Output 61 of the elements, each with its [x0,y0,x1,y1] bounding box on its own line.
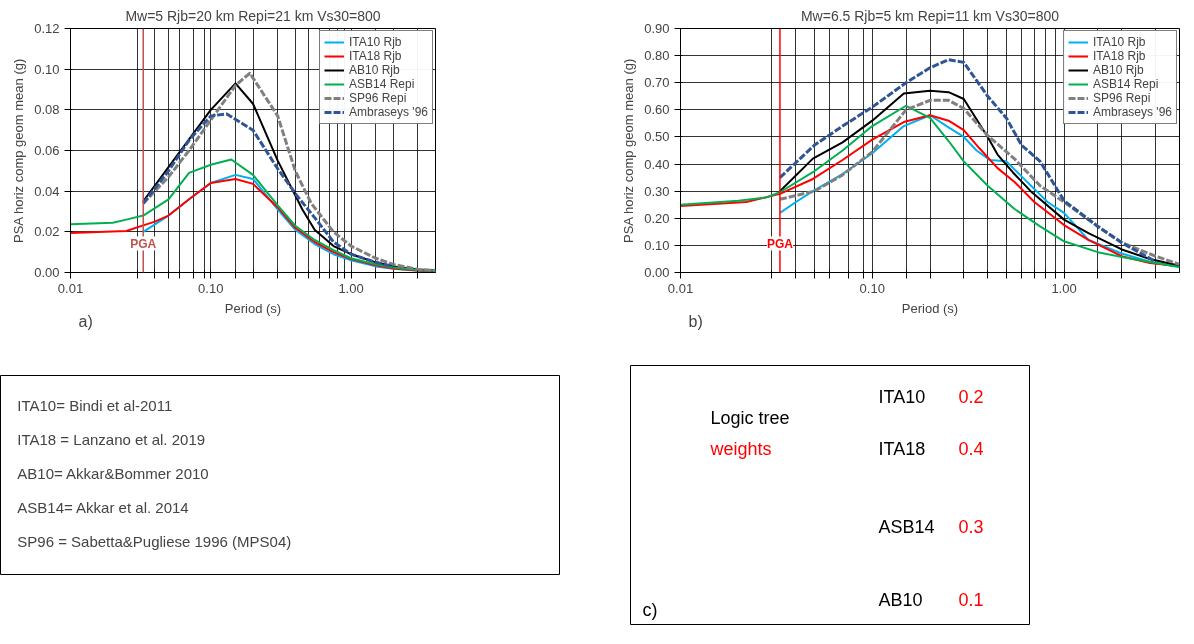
y-tick-label: 0.70 [644,75,670,91]
y-axis-title: PSA horiz comp geom mean (g) [621,58,637,243]
y-tick-label: 0.00 [34,265,60,280]
text: AB10 [878,589,923,610]
y-tick-label: 0.04 [34,183,60,199]
x-tick-label: 1.00 [1051,280,1077,296]
y-tick-label: 0.12 [34,21,60,36]
y-tick-label: 0.30 [644,183,670,199]
y-tick-label: 0.08 [34,102,60,118]
legend-label: ITA10 Rjb [349,35,402,49]
legend-label: AB10 Rjb [1093,63,1144,77]
legend-label: SP96 Repi [1093,91,1151,105]
text: ASB14= Akkar et al. 2014 [17,499,189,516]
legend-label: ITA10 Rjb [1093,35,1146,49]
text: a) [78,312,93,330]
y-axis-title: PSA horiz comp geom mean (g) [11,58,27,243]
x-tick-label: 0.10 [198,280,224,296]
text: ITA18 [878,438,926,459]
y-tick-label: 0.90 [644,21,670,36]
y-tick-label: 0.60 [644,102,670,118]
chart-title: Mw=5 Rjb=20 km Repi=21 km Vs30=800 [125,7,381,24]
chart-title: Mw=6.5 Rjb=5 km Repi=11 km Vs30=800 [800,7,1060,24]
text: SP96 = Sabetta&Pugliese 1996 (MPS04) [17,533,292,550]
x-axis-title: Period (s) [901,300,959,316]
legend-label: AB10 Rjb [349,63,400,77]
x-tick-label: 0.10 [859,280,885,296]
text: 0.3 [958,517,984,538]
legend-label: ITA18 Rjb [1093,49,1146,63]
text: 0.2 [958,387,984,408]
ref-line-label: PGA [766,236,794,251]
text: Logic tree [710,407,790,428]
text: c) [642,599,658,620]
text: AB10= Akkar&Bommer 2010 [17,465,209,482]
legend-label: ASB14 Repi [349,77,415,91]
text: 0.1 [958,590,984,610]
text: 0.4 [958,439,984,460]
y-tick-label: 0.00 [644,265,670,280]
x-tick-label: 0.01 [667,280,694,296]
y-tick-label: 0.10 [644,237,670,253]
x-tick-label: 1.00 [338,280,364,296]
legend-label: ITA18 Rjb [349,49,402,63]
legend-label: Ambraseys '96 [1093,105,1172,119]
x-tick-label: 0.01 [57,280,84,296]
text: ASB14 [878,516,935,537]
y-tick-label: 0.10 [34,61,60,77]
y-tick-label: 0.80 [644,48,670,64]
text: ITA10= Bindi et al-2011 [17,397,173,414]
y-tick-label: 0.06 [34,143,60,158]
y-tick-label: 0.40 [644,156,670,172]
y-tick-label: 0.50 [644,129,670,145]
y-tick-label: 0.02 [34,224,60,240]
text: b) [688,312,703,330]
x-axis-title: Period (s) [224,300,282,316]
ref-line-label: PGA [130,236,157,251]
text: ITA10 [878,386,926,407]
legend-label: Ambraseys '96 [349,105,428,119]
y-tick-label: 0.20 [644,210,670,226]
text: ITA18 = Lanzano et al. 2019 [17,431,206,448]
legend-label: SP96 Repi [349,91,407,105]
text: weights [709,438,772,459]
legend-label: ASB14 Repi [1093,77,1159,91]
